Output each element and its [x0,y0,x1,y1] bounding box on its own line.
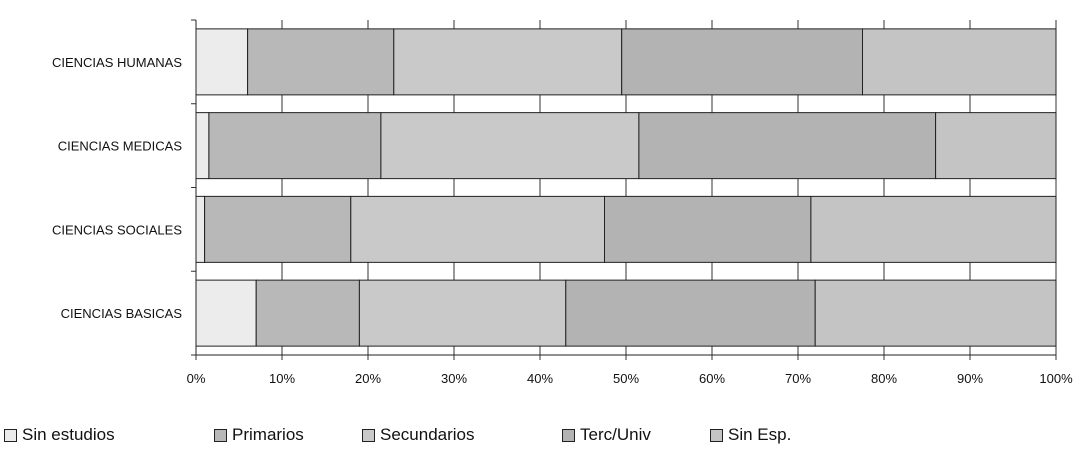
legend-label: Secundarios [380,425,475,444]
x-tick-label: 80% [871,371,897,386]
category-label: CIENCIAS HUMANAS [52,55,182,70]
category-label: CIENCIAS BASICAS [61,306,183,321]
legend-swatch [362,428,375,442]
bar-segment-ciencias-humanas-sin-esp [862,28,1057,96]
legend-label: Primarios [232,425,304,444]
legend-label: Sin Esp. [728,425,792,444]
x-tick-label: 60% [699,371,725,386]
x-tick-label: 100% [1039,371,1073,386]
x-tick-label: 30% [441,371,467,386]
legend-swatch [710,428,723,442]
bar-segment-ciencias-medicas-terc-univ [638,112,937,180]
x-tick-label: 50% [613,371,639,386]
stacked-bar-chart: CIENCIAS HUMANAS CIENCIAS MEDICAS CIENCIAS… [52,19,1073,386]
legend-swatch [4,428,17,442]
bar-segment-ciencias-humanas-primarios [247,28,395,96]
x-tick-label: 20% [355,371,381,386]
legend-label: Sin estudios [22,425,115,444]
bar-segment-ciencias-basicas-sin-esp [814,279,1057,347]
bar-segment-ciencias-basicas-sin-estudios [195,279,257,347]
x-tick-labels: 0% 10% 20% 30% 40% 50% 60% 70% 80% 90% 100% [187,371,1073,386]
category-label: CIENCIAS SOCIALES [52,222,182,237]
bar-segment-ciencias-humanas-sin-estudios [195,28,249,96]
bar-segment-ciencias-humanas-terc-univ [621,28,864,96]
category-label: CIENCIAS MEDICAS [58,139,183,154]
legend-swatch [214,428,227,442]
bar-segment-ciencias-medicas-sin-esp [935,112,1057,180]
bar-segment-ciencias-basicas-primarios [255,279,360,347]
bar-segment-ciencias-medicas-sin-estudios [195,112,210,180]
x-tick-label: 0% [187,371,206,386]
bar-segment-ciencias-basicas-secundarios [358,279,567,347]
bar-segment-ciencias-medicas-secundarios [380,112,640,180]
bar-segment-ciencias-medicas-primarios [208,112,382,180]
x-tick-label: 90% [957,371,983,386]
x-tick-label: 10% [269,371,295,386]
bar-segment-ciencias-sociales-secundarios [350,195,605,263]
legend-item-terc-univ: Terc/Univ [562,425,651,445]
x-tick-label: 70% [785,371,811,386]
legend-item-secundarios: Secundarios [362,425,475,445]
legend-swatch [562,428,575,442]
bar-segment-ciencias-humanas-secundarios [393,28,623,96]
legend-label: Terc/Univ [580,425,651,444]
bar-segment-ciencias-basicas-terc-univ [565,279,816,347]
legend: Sin estudios Primarios Secundarios Terc/Uni… [0,425,1080,449]
bar-segment-ciencias-sociales-sin-estudios [195,195,206,263]
bar-segment-ciencias-sociales-primarios [204,195,352,263]
legend-item-sin-estudios: Sin estudios [4,425,115,445]
legend-item-sin-esp: Sin Esp. [710,425,791,445]
bars [195,28,1057,347]
category-labels: CIENCIAS HUMANAS CIENCIAS MEDICAS CIENCIAS… [52,55,182,321]
legend-item-primarios: Primarios [214,425,304,445]
axes [191,19,1057,360]
x-tick-label: 40% [527,371,553,386]
bar-segment-ciencias-sociales-terc-univ [604,195,812,263]
bar-segment-ciencias-sociales-sin-esp [810,195,1057,263]
